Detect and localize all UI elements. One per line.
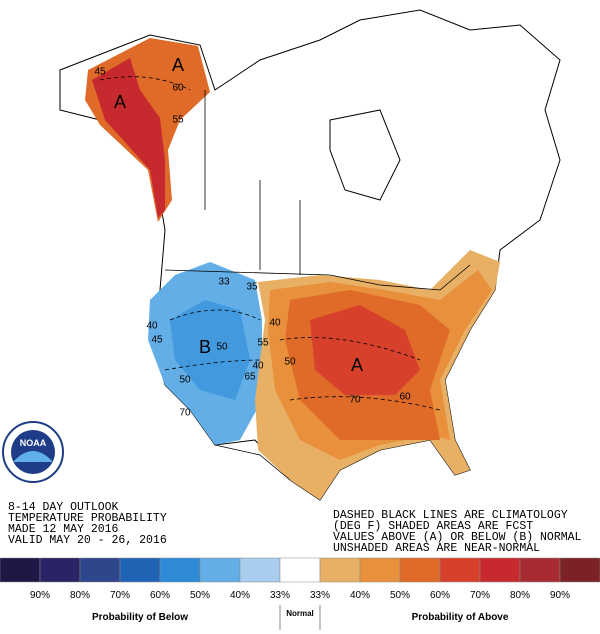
legend-label: 33% [310, 590, 330, 601]
map-label: 55 [172, 115, 184, 126]
outlook-line: VALID MAY 20 - 26, 2016 [8, 534, 167, 547]
legend-swatch [39, 557, 81, 583]
map-label: 50 [216, 342, 228, 353]
border [164, 90, 471, 481]
legend-label: 40% [350, 590, 370, 601]
legend-swatch [479, 557, 521, 583]
legend-label: 40% [230, 590, 250, 601]
legend-swatch [159, 557, 201, 583]
below-title: Probability of Below [92, 612, 188, 623]
note-line: UNSHADED AREAS ARE NEAR-NORMAL [333, 542, 540, 555]
legend-label: 60% [150, 590, 170, 601]
map-label: 40 [146, 321, 158, 332]
legend-label: 70% [110, 590, 130, 601]
map-label: 40 [252, 361, 264, 372]
map-label: 50 [179, 375, 191, 386]
legend-swatch [319, 557, 361, 583]
east-above-core [310, 305, 420, 395]
alaska-above-inner [92, 58, 165, 218]
map-label: 33 [218, 277, 230, 288]
map-label: 65 [244, 372, 256, 383]
legend-label: 80% [510, 590, 530, 601]
map-label: 45 [151, 335, 163, 346]
map-label: 45 [94, 67, 106, 78]
legend-swatch [119, 557, 161, 583]
legend-swatch [559, 557, 600, 583]
map-label: 70 [179, 408, 191, 419]
legend-label: 90% [550, 590, 570, 601]
climatology [99, 76, 441, 411]
legend-swatch [0, 557, 41, 583]
normal-title: Normal [286, 609, 314, 618]
map-label: A [114, 92, 126, 112]
noaa-logo: NOAA [2, 421, 64, 483]
note-line: DASHED BLACK LINES ARE CLIMATOLOGY [333, 509, 568, 522]
logo-text: NOAA [20, 438, 47, 448]
map-label: 60 [172, 83, 184, 94]
map-label: 35 [246, 282, 258, 293]
legend-swatch [359, 557, 401, 583]
outlook-line: 8-14 DAY OUTLOOK [8, 501, 119, 514]
map-label: 40 [269, 318, 281, 329]
outlook-line: TEMPERATURE PROBABILITY [8, 512, 167, 525]
legend-swatch [79, 557, 121, 583]
legend-swatch [399, 557, 441, 583]
legend-label: 80% [70, 590, 90, 601]
legend-swatch [439, 557, 481, 583]
legend-swatch [279, 557, 321, 583]
legend-label: 50% [390, 590, 410, 601]
map-label: A [172, 55, 184, 75]
legend-swatch [239, 557, 281, 583]
map-label: 70 [349, 395, 361, 406]
map-label: B [199, 337, 211, 357]
hudson-bay [329, 109, 401, 201]
map-label: A [351, 355, 363, 375]
west-below-inner [170, 300, 250, 400]
legend-label: 60% [430, 590, 450, 601]
legend-label: 50% [190, 590, 210, 601]
above-title: Probability of Above [412, 612, 509, 623]
outlook-line: MADE 12 MAY 2016 [8, 523, 119, 536]
legend-swatch [199, 557, 241, 583]
note-line: (DEG F) SHADED AREAS ARE FCST [333, 520, 533, 533]
legend-label: 70% [470, 590, 490, 601]
legend-swatch [519, 557, 561, 583]
note-text: DASHED BLACK LINES ARE CLIMATOLOGY(DEG F… [333, 509, 582, 555]
legend-label: 33% [270, 590, 290, 601]
legend-label: 90% [30, 590, 50, 601]
map-label: 55 [257, 338, 269, 349]
map-label: 60 [399, 392, 411, 403]
note-line: VALUES ABOVE (A) OR BELOW (B) NORMAL [333, 531, 582, 544]
map-label: 50 [284, 357, 296, 368]
legend: 90% 80% 70% 60% 50% 40% 33% 33% 40% 50% 60% 70% 80% 9… [0, 557, 600, 630]
